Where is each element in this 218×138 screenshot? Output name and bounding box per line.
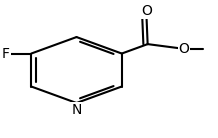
Text: O: O	[179, 42, 189, 56]
Text: O: O	[141, 4, 152, 18]
Text: F: F	[2, 47, 10, 61]
Text: N: N	[71, 103, 82, 117]
